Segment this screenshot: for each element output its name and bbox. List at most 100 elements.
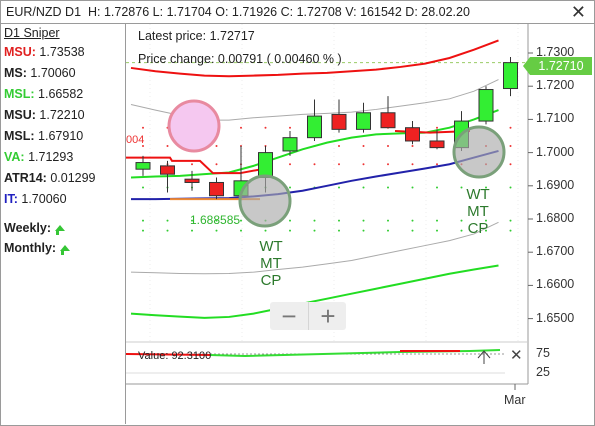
indicator-row: MSU: 1.72210 <box>4 108 85 122</box>
indicator-label: MSL: <box>4 129 35 143</box>
candle-body <box>429 140 445 149</box>
zoom-out-button[interactable]: − <box>281 301 297 331</box>
candle-body <box>209 181 224 197</box>
indicator-label: ATR14: <box>4 171 47 185</box>
zoom-in-button[interactable]: + <box>308 302 347 330</box>
level-dot-green <box>509 229 512 232</box>
indicator-label: IT: <box>4 192 18 206</box>
level-dot-green <box>411 219 414 222</box>
level-dot-green <box>436 219 438 222</box>
c-value: 1.72708 <box>296 5 342 19</box>
level-dot-green <box>191 229 193 232</box>
level-dot-green <box>240 229 242 232</box>
level-dot-green <box>166 229 169 232</box>
series-line <box>130 39 499 78</box>
candle-body <box>331 113 347 130</box>
o-value: 1.71926 <box>231 5 278 19</box>
current-price-tag: 1.72710 <box>530 57 592 75</box>
change-label: Price change: <box>138 52 215 66</box>
gray-marker-circle-left <box>238 174 292 228</box>
candle-body <box>258 152 273 179</box>
level-dot-green <box>411 186 414 189</box>
change-value: 0.00791 <box>217 52 264 66</box>
indicator-panel: D1 Sniper MSU: 1.73538 MS: 1.70060 MSL: 1.… <box>1 24 126 424</box>
level-dot-red <box>411 144 414 147</box>
level-dot-red <box>387 163 389 166</box>
level-dot-green <box>436 186 438 189</box>
level-dot-red <box>509 126 512 129</box>
symbol: EUR/NZD <box>6 5 62 19</box>
candle-body <box>160 165 175 175</box>
level-dot-red <box>411 163 414 166</box>
zoom-control: − + <box>270 302 346 330</box>
level-dot-red <box>215 163 218 166</box>
change-pct: ( 0.00460 % ) <box>266 52 342 66</box>
l-label: L: <box>152 5 164 19</box>
indicator-value: 1.66582 <box>34 87 84 101</box>
level-dot-green <box>191 219 193 222</box>
indicator-row: ATR14: 0.01299 <box>4 171 96 185</box>
level-dot-red <box>338 144 340 147</box>
v-label: V: <box>345 5 357 19</box>
candle-body <box>184 178 200 183</box>
level-dot-green <box>387 219 389 222</box>
osc-line-red <box>125 353 211 356</box>
level-dot-red <box>215 144 218 147</box>
level-dot-green <box>460 219 463 222</box>
panel-title[interactable]: D1 Sniper <box>4 26 60 40</box>
level-dot-green <box>338 219 340 222</box>
level-dot-red <box>362 144 365 147</box>
indicator-value: 1.70060 <box>17 192 67 206</box>
osc-label: Value: <box>138 350 169 362</box>
fib-level-label: 1.688585 <box>190 213 241 227</box>
weekly-row: Weekly: <box>4 221 68 235</box>
level-dot-red <box>509 163 512 166</box>
latest-price: Latest price: 1.72717 <box>138 29 255 43</box>
wt-mt-cp-left: WT MT CP <box>255 238 287 289</box>
candle-body <box>405 127 420 142</box>
level-dot-green <box>362 219 365 222</box>
y-tick-label: 1.7300 <box>536 45 575 59</box>
level-dot-red <box>191 163 193 166</box>
indicator-row: MS: 1.70060 <box>4 66 76 80</box>
level-dot-green <box>362 229 365 232</box>
level-dot-green <box>509 219 512 222</box>
pink-marker-circle <box>167 99 221 153</box>
level-dot-green <box>166 219 169 222</box>
level-dot-green <box>338 186 340 189</box>
candle-body <box>135 162 151 170</box>
close-icon[interactable]: ✕ <box>570 2 586 22</box>
level-dot-green <box>142 229 144 232</box>
price-change: Price change: 0.00791 ( 0.00460 % ) <box>138 52 342 66</box>
level-dot-red <box>338 163 340 166</box>
y-tick-label: 1.6800 <box>536 211 575 225</box>
x-tick-label: Mar <box>504 393 526 407</box>
latest-value: 1.72717 <box>209 29 255 43</box>
o-label: O: <box>215 5 229 19</box>
l-value: 1.71704 <box>166 5 212 19</box>
candle-body <box>380 112 396 129</box>
level-dot-green <box>289 229 291 232</box>
indicator-row: MSU: 1.73538 <box>4 45 85 59</box>
indicator-label: MSU: <box>4 45 36 59</box>
indicator-value: 1.70060 <box>26 66 76 80</box>
monthly-up-arrow-icon <box>60 245 71 251</box>
indicator-label: VA: <box>4 150 25 164</box>
level-dot-green <box>338 229 340 232</box>
level-dot-green <box>289 186 291 189</box>
indicator-row: MSL: 1.67910 <box>4 129 83 143</box>
wt-right-3: CP <box>467 220 489 237</box>
level-dot-green <box>436 229 438 232</box>
ohlc-readout: EUR/NZD D1 H: 1.72876 L: 1.71704 O: 1.71… <box>6 1 470 23</box>
indicator-value: 0.01299 <box>46 171 96 185</box>
weekly-arrow-stem <box>56 230 60 235</box>
level-dot-red <box>166 144 169 147</box>
subpanel-close-icon[interactable]: ✕ <box>510 347 523 364</box>
level-dot-green <box>460 186 463 189</box>
indicator-row: MSL: 1.66582 <box>4 87 83 101</box>
level-dot-red <box>362 163 365 166</box>
y-tick-label: 1.7000 <box>536 144 575 159</box>
h-value: 1.72876 <box>103 5 150 19</box>
wt-left-1: WT <box>259 238 283 255</box>
d-value: 28.02.20 <box>421 5 470 19</box>
